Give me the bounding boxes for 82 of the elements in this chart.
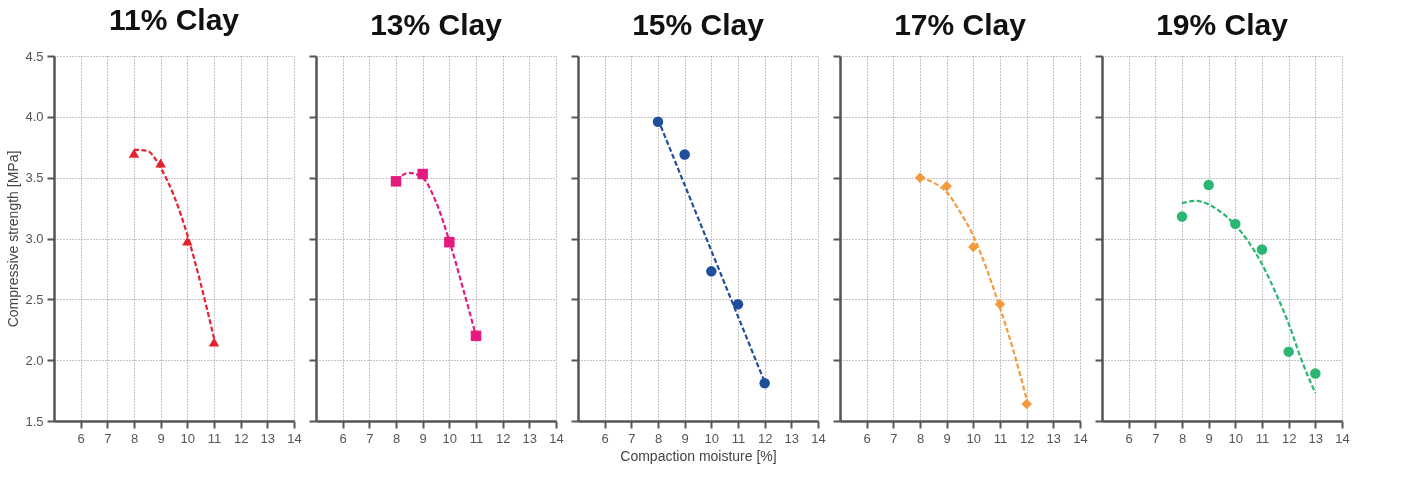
x-tick-label: 14: [811, 430, 826, 446]
chart-title: 13% Clay: [370, 8, 503, 41]
x-tick-label: 10: [1228, 430, 1244, 446]
x-tick-label: 7: [890, 430, 898, 446]
x-tick-label: 6: [863, 430, 871, 446]
point: [444, 236, 455, 248]
point: [732, 298, 744, 310]
x-tick-label: 7: [366, 430, 374, 446]
x-tick-label: 10: [180, 430, 196, 446]
x-tick-label: 7: [104, 430, 112, 446]
x-tick-label: 13: [784, 430, 800, 446]
x-tick-label: 6: [77, 430, 85, 446]
x-tick-label: 11: [207, 430, 222, 446]
point: [417, 168, 428, 180]
x-tick-label: 9: [157, 430, 165, 446]
point: [155, 158, 166, 168]
x-tick-label: 12: [1019, 430, 1035, 446]
point: [1176, 211, 1188, 222]
x-tick-label: 9: [419, 430, 427, 446]
point: [1310, 368, 1321, 379]
point: [679, 149, 690, 160]
x-tick-label: 13: [1046, 430, 1062, 446]
x-tick-label: 8: [654, 430, 663, 446]
x-tick-label: 14: [1073, 430, 1088, 446]
x-tick-label: 8: [130, 430, 139, 446]
x-tick-label: 13: [260, 430, 276, 446]
y-tick-label: 2.0: [25, 352, 44, 368]
x-tick-label: 7: [1152, 430, 1160, 446]
point: [1256, 244, 1268, 255]
y-tick-label: 1.5: [25, 413, 44, 429]
y-tick-label: 3.0: [25, 231, 44, 246]
point: [390, 176, 402, 187]
x-tick-label: 9: [1205, 430, 1213, 446]
x-tick-label: 6: [1125, 430, 1133, 446]
point: [1021, 398, 1032, 410]
point: [914, 172, 926, 183]
chart-title: 19% Clay: [1156, 8, 1289, 41]
x-tick-label: 12: [1281, 430, 1297, 446]
chart-title: 11% Clay: [108, 3, 240, 36]
y-tick-label: 4.0: [25, 109, 44, 125]
x-tick-label: 11: [993, 430, 1008, 446]
x-tick-label: 7: [628, 430, 636, 446]
point: [994, 298, 1006, 310]
point: [759, 378, 770, 389]
x-tick-label: 10: [704, 430, 720, 446]
x-tick-label: 11: [731, 430, 746, 446]
x-tick-label: 8: [1178, 430, 1187, 446]
x-tick-label: 14: [287, 430, 302, 446]
x-tick-label: 11: [1255, 430, 1270, 446]
y-tick-label: 3.5: [25, 170, 44, 186]
chart-title: 17% Clay: [894, 8, 1027, 41]
point: [470, 330, 482, 342]
x-tick-label: 11: [469, 430, 484, 446]
point: [1230, 218, 1241, 230]
x-tick-label: 9: [943, 430, 951, 446]
point: [706, 266, 717, 277]
point: [968, 241, 979, 253]
y-axis-title: Compressive strength [MPa]: [5, 150, 22, 328]
x-tick-label: 10: [442, 430, 458, 446]
x-tick-label: 6: [601, 430, 609, 446]
x-tick-label: 13: [522, 430, 538, 446]
x-tick-label: 13: [1308, 430, 1324, 446]
x-tick-label: 12: [233, 430, 249, 446]
point: [941, 180, 952, 192]
x-tick-label: 6: [339, 430, 347, 446]
x-tick-label: 12: [495, 430, 511, 446]
x-axis-title: Compaction moisture [%]: [620, 447, 777, 464]
point: [652, 116, 664, 127]
x-tick-label: 12: [757, 430, 773, 446]
point: [1203, 179, 1214, 191]
x-tick-label: 10: [966, 430, 982, 446]
point: [1283, 346, 1294, 357]
y-tick-label: 4.5: [25, 48, 44, 64]
point: [208, 337, 220, 347]
x-tick-label: 9: [681, 430, 689, 446]
x-tick-label: 8: [916, 430, 925, 446]
chart-title: 15% Clay: [632, 8, 765, 41]
x-tick-label: 14: [1335, 430, 1350, 446]
x-tick-label: 14: [549, 430, 564, 446]
x-tick-label: 8: [392, 430, 401, 446]
y-tick-label: 2.5: [25, 291, 44, 307]
point: [128, 148, 140, 158]
